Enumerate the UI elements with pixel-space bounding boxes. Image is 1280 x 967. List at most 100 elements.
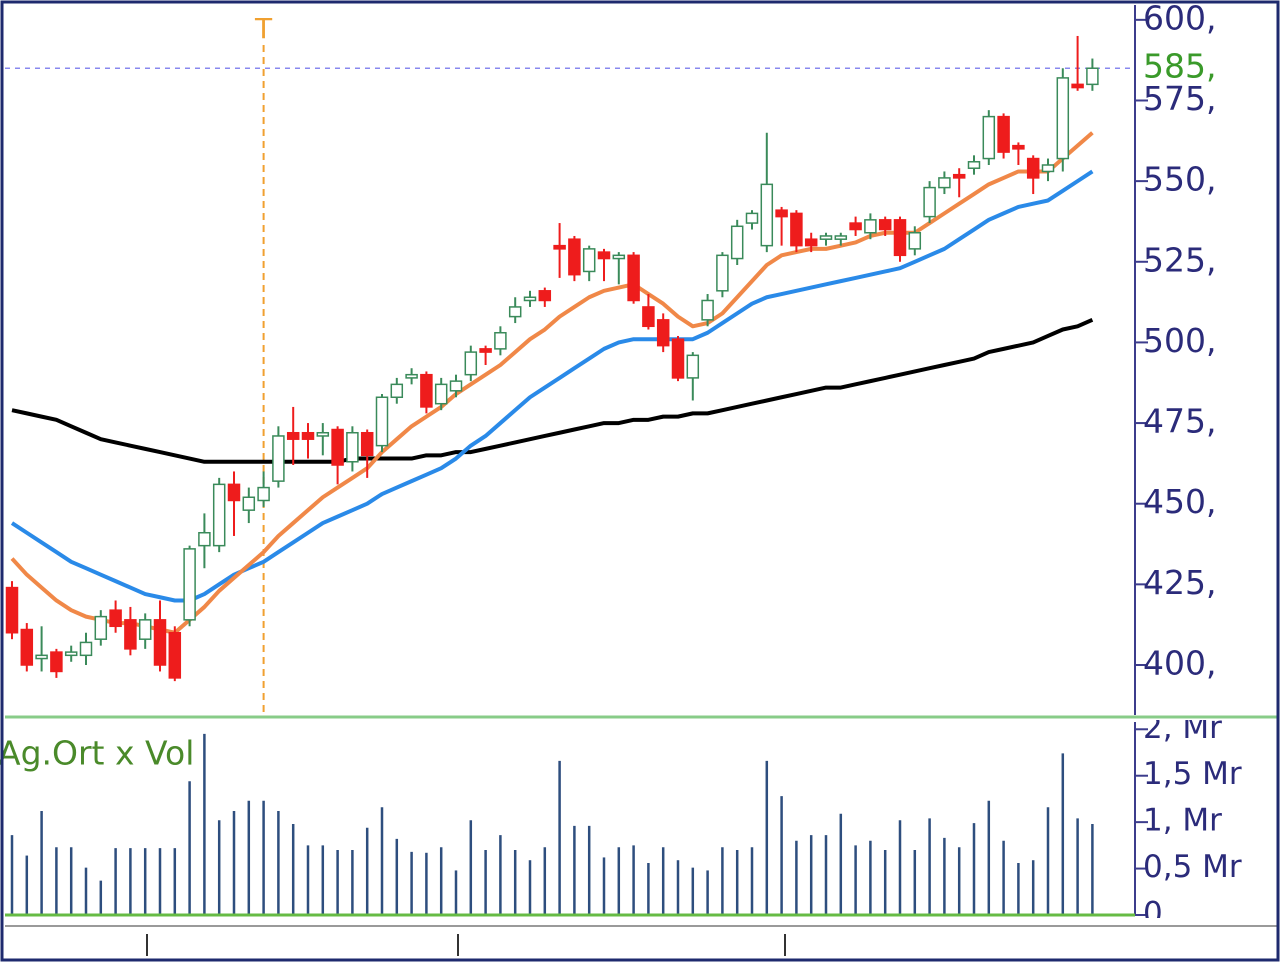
candle-body	[434, 383, 448, 405]
price-axis: 600, 575, 550, 525, 500, 475, 450, 425, 400,	[1134, 0, 1216, 715]
candle-body	[331, 428, 344, 466]
candle-body	[5, 586, 19, 634]
candle-body	[834, 235, 848, 240]
candle-body	[864, 219, 877, 234]
candle-body	[212, 483, 226, 547]
candle-body	[360, 431, 374, 457]
candle-body	[257, 486, 270, 502]
candle-body	[1086, 67, 1099, 86]
candle-body	[64, 651, 78, 657]
candle-body	[819, 235, 833, 240]
candle-body	[982, 115, 996, 160]
candle-body	[760, 183, 774, 247]
candle-body	[153, 619, 167, 666]
candle-body	[716, 254, 729, 292]
candle-body	[138, 619, 152, 640]
candle-body	[775, 209, 788, 218]
candle-body	[627, 254, 640, 302]
candle-body	[997, 115, 1010, 153]
candle-body	[494, 331, 507, 350]
y-tick-label: 1, Mr	[1143, 803, 1222, 839]
candle-body	[878, 219, 892, 231]
candle-body	[745, 212, 759, 224]
candle-body	[346, 431, 359, 463]
candle-body	[286, 431, 300, 440]
candle-body	[804, 238, 818, 247]
candle-body	[390, 383, 404, 399]
volume-panel: Ag.Ort x Vol 2, Mr 1,5 Mr 1, Mr 0,5 Mr 0	[0, 710, 1242, 932]
candle-body	[449, 380, 463, 392]
price-panel	[5, 35, 1135, 715]
candle-body	[553, 244, 566, 250]
candle-body	[316, 431, 330, 437]
candle-body	[952, 173, 966, 179]
candle-body	[1071, 83, 1084, 89]
candle-body	[242, 496, 256, 511]
candle-body	[893, 219, 907, 257]
candle-body	[790, 212, 803, 247]
candle-body	[109, 609, 122, 628]
moving-average-line	[11, 318, 1094, 464]
y-tick-label: 600,	[1143, 0, 1216, 37]
candle-body	[597, 251, 611, 260]
candle-body	[464, 351, 478, 376]
candle-body	[642, 306, 655, 328]
annotation-label: T	[254, 12, 273, 45]
candle-body	[183, 548, 196, 621]
last-price-label: 585,	[1143, 47, 1216, 86]
candle-body	[79, 641, 93, 657]
y-tick-label: 550,	[1143, 160, 1216, 199]
candle-body	[1012, 144, 1025, 150]
candle-body	[730, 225, 744, 260]
candle-body	[420, 373, 433, 408]
y-tick-label: 475,	[1143, 402, 1216, 441]
candle-body	[35, 654, 48, 660]
candle-body	[124, 619, 137, 650]
candle-body	[508, 306, 522, 318]
candle-body	[701, 299, 714, 321]
y-tick-label: 500,	[1143, 321, 1216, 360]
candle-body	[479, 348, 492, 353]
y-tick-label: 575,	[1143, 79, 1216, 118]
candle-body	[908, 231, 922, 250]
y-tick-label: 400,	[1143, 644, 1216, 683]
candle-body	[612, 254, 626, 260]
candle-body	[272, 435, 285, 482]
candle-body	[671, 338, 685, 379]
candle-body	[168, 631, 182, 679]
candle-body	[94, 615, 108, 640]
volume-title: Ag.Ort x Vol	[0, 734, 194, 773]
candle-body	[538, 290, 552, 302]
candle-body	[656, 319, 670, 347]
candle-body	[523, 296, 537, 302]
candle-body	[686, 354, 700, 379]
candle-body	[582, 248, 596, 273]
y-tick-label: 525,	[1143, 240, 1216, 279]
candle-body	[50, 651, 63, 673]
candle-body	[227, 483, 241, 502]
y-tick-label: 1,5 Mr	[1143, 756, 1242, 792]
y-tick-label: 450,	[1143, 482, 1216, 521]
candle-body	[1026, 157, 1040, 179]
candle-body	[405, 373, 418, 379]
y-tick-label: 0,5 Mr	[1143, 849, 1242, 885]
y-tick-label: 425,	[1143, 563, 1216, 602]
candle-body	[198, 531, 211, 547]
candle-body	[1056, 77, 1070, 160]
candle-body	[849, 222, 862, 231]
candle-body	[375, 396, 389, 447]
candle-body	[301, 431, 315, 440]
y-tick-label: 0	[1143, 896, 1163, 932]
candle-body	[568, 238, 581, 276]
candle-body	[923, 186, 936, 218]
candle-body	[20, 628, 34, 666]
candle-body	[938, 177, 951, 189]
last-price-bg	[1138, 51, 1228, 86]
candle-body	[967, 161, 981, 169]
y-tick-label: 2, Mr	[1143, 710, 1222, 746]
candle-body	[1041, 164, 1055, 173]
